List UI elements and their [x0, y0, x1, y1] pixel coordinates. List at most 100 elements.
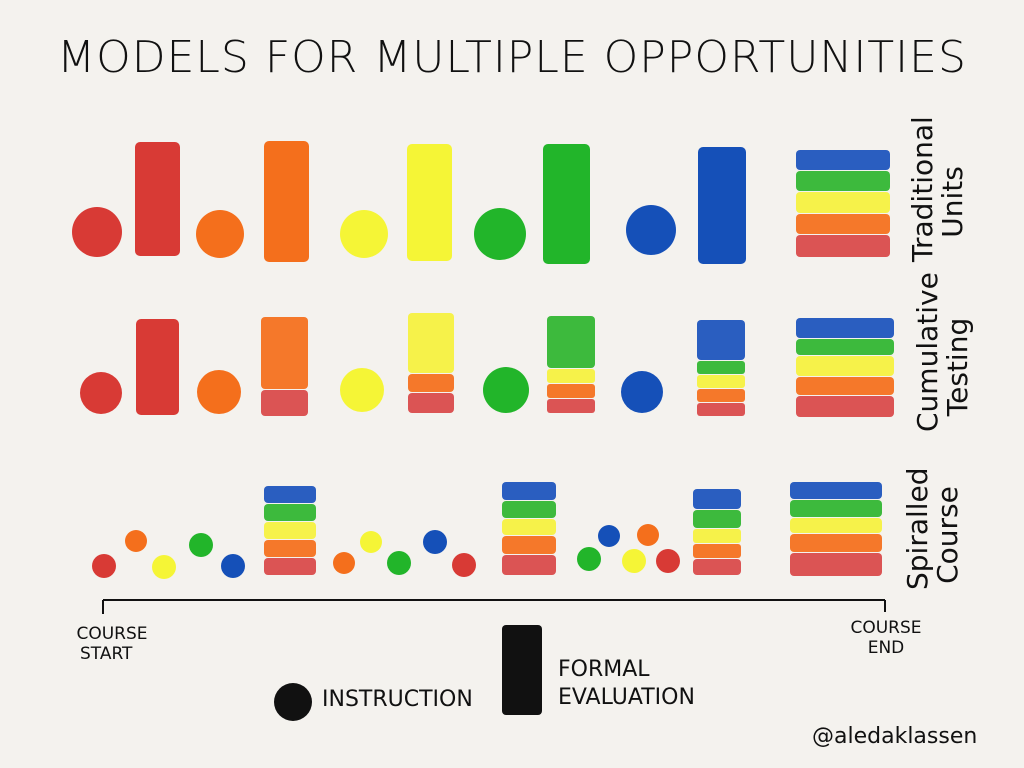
- legend-evaluation-label: FORMAL EVALUATION: [558, 656, 695, 712]
- layer-blue: [264, 486, 316, 503]
- stacked-evaluation: [693, 489, 741, 575]
- course-timeline: [102, 599, 886, 614]
- instruction-circle: [152, 555, 176, 579]
- stacked-evaluation: [547, 316, 595, 413]
- instruction-circle: [72, 207, 122, 257]
- instruction-circle: [637, 524, 659, 546]
- instruction-circle: [197, 370, 241, 414]
- layer-yellow: [697, 375, 745, 388]
- layer-blue: [693, 489, 741, 509]
- layer-green: [697, 361, 745, 374]
- row-label-line1: Cumulative: [911, 272, 944, 432]
- layer-red: [693, 559, 741, 575]
- layer-yellow: [693, 529, 741, 543]
- evaluation-bar: [264, 141, 309, 262]
- row-label-line1: Traditional: [906, 116, 939, 262]
- layer-orange: [264, 540, 316, 557]
- row-label-traditional-units: Traditional Units: [906, 116, 972, 262]
- stacked-evaluation: [697, 320, 745, 416]
- instruction-circle: [189, 533, 213, 557]
- layer-red: [796, 235, 890, 257]
- layer-orange: [261, 317, 308, 389]
- course-start-line1: COURSE: [76, 624, 148, 644]
- layer-green: [796, 339, 894, 355]
- layer-red: [547, 399, 595, 413]
- layer-blue: [697, 320, 745, 360]
- instruction-circle: [340, 368, 384, 412]
- stacked-evaluation: [502, 482, 556, 575]
- layer-red: [408, 393, 454, 413]
- instruction-circle: [92, 554, 116, 578]
- legend-evaluation-line2: EVALUATION: [558, 685, 695, 710]
- instruction-circle: [474, 208, 526, 260]
- layer-blue: [502, 482, 556, 500]
- final-stacked-evaluation: [790, 482, 882, 576]
- legend-evaluation-line1: FORMAL: [558, 657, 650, 682]
- evaluation-bar: [698, 147, 746, 264]
- layer-yellow: [547, 369, 595, 383]
- layer-blue: [790, 482, 882, 499]
- instruction-circle: [333, 552, 355, 574]
- evaluation-bar: [543, 144, 590, 264]
- instruction-circle: [80, 372, 122, 414]
- traditional-units-row: [72, 141, 890, 264]
- course-end-label: COURSE END: [846, 618, 926, 658]
- stacked-evaluation: [261, 317, 308, 416]
- layer-yellow: [264, 522, 316, 539]
- instruction-circle: [622, 549, 646, 573]
- course-start-line2: START: [80, 644, 133, 664]
- row-label-line2: Testing: [941, 317, 974, 417]
- course-start-label: COURSE START: [72, 624, 152, 664]
- instruction-circle: [621, 371, 663, 413]
- legend-instruction-label: INSTRUCTION: [322, 687, 473, 712]
- instruction-circle: [221, 554, 245, 578]
- final-stacked-evaluation: [796, 150, 890, 257]
- layer-yellow: [408, 313, 454, 373]
- layer-red: [261, 390, 308, 416]
- row-label-spiralled-course: Spiralled Course: [901, 467, 967, 590]
- layer-green: [796, 171, 890, 191]
- evaluation-bar: [136, 319, 179, 415]
- layer-orange: [697, 389, 745, 402]
- layer-green: [693, 510, 741, 528]
- legend-evaluation-icon: [502, 625, 542, 715]
- final-stacked-evaluation: [796, 318, 894, 417]
- layer-orange: [502, 536, 556, 554]
- instruction-circle: [360, 531, 382, 553]
- course-end-line1: COURSE: [850, 618, 922, 638]
- layer-yellow: [796, 356, 894, 376]
- stacked-evaluation: [408, 313, 454, 413]
- instruction-circle: [452, 553, 476, 577]
- layer-orange: [796, 377, 894, 395]
- row-label-line2: Units: [936, 166, 969, 238]
- layer-blue: [796, 318, 894, 338]
- layer-red: [790, 553, 882, 576]
- legend-instruction-icon: [274, 683, 312, 721]
- row-label-line1: Spiralled: [901, 467, 934, 590]
- instruction-circle: [626, 205, 676, 255]
- evaluation-bar: [135, 142, 180, 256]
- layer-red: [697, 403, 745, 416]
- instruction-circle: [196, 210, 244, 258]
- instruction-circle: [125, 530, 147, 552]
- layer-blue: [796, 150, 890, 170]
- layer-red: [502, 555, 556, 575]
- layer-red: [796, 396, 894, 417]
- cumulative-testing-row: [80, 313, 894, 417]
- layer-yellow: [796, 192, 890, 213]
- page-title: MODELS FOR MULTIPLE OPPORTUNITIES: [57, 32, 967, 83]
- author-credit: @aledaklassen: [812, 724, 978, 749]
- layer-green: [547, 316, 595, 368]
- instruction-circle: [483, 367, 529, 413]
- row-label-cumulative-testing: Cumulative Testing: [911, 272, 977, 432]
- layer-orange: [790, 534, 882, 552]
- instruction-circle: [340, 210, 388, 258]
- instruction-circle: [423, 530, 447, 554]
- layer-red: [264, 558, 316, 575]
- layer-orange: [693, 544, 741, 558]
- instruction-circle: [598, 525, 620, 547]
- evaluation-bar: [407, 144, 452, 261]
- spiralled-course-row: [92, 482, 882, 579]
- layer-yellow: [790, 518, 882, 533]
